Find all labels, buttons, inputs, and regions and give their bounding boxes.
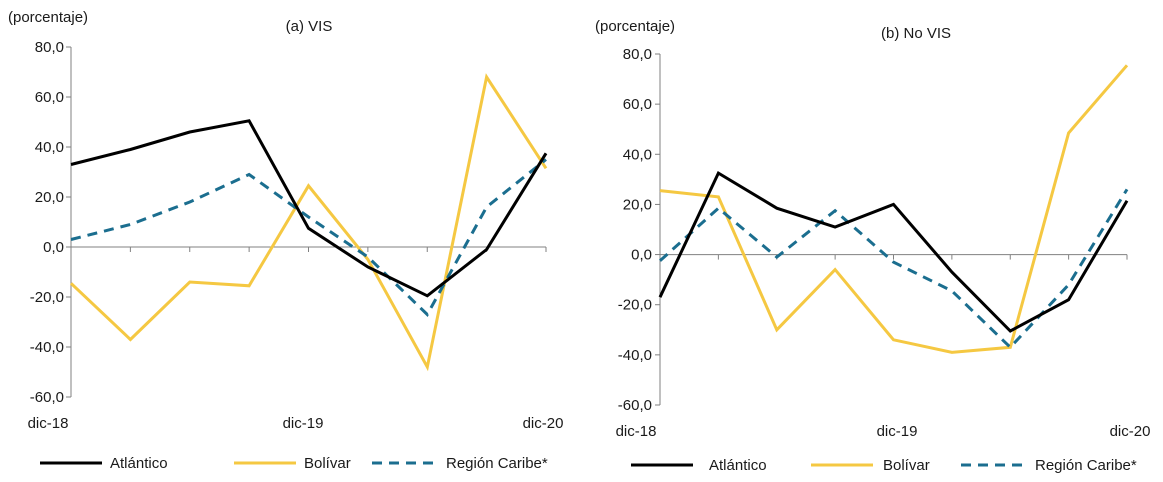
y-tick-label: 20,0 [623,196,652,213]
legend-a: Atlántico Bolívar Región Caribe* [40,455,548,472]
y-tick-label: -20,0 [30,289,64,306]
y-tick-label: 40,0 [623,146,652,163]
legend-label: Atlántico [709,457,767,474]
x-tick-label: dic-18 [616,423,657,440]
chart-title: (a) VIS [286,18,333,35]
y-tick-label: -20,0 [618,297,652,314]
legend-label: Región Caribe* [446,455,548,472]
x-tick-label: dic-18 [28,415,69,432]
y-tick-label: 80,0 [623,46,652,63]
chart-title: (b) No VIS [881,25,951,42]
y-tick-label: 40,0 [35,139,64,156]
y-tick-label: -40,0 [30,339,64,356]
x-tick-label: dic-20 [523,415,564,432]
series-line-atlantico [70,119,548,298]
y-tick-label: -60,0 [30,389,64,406]
y-tick-label: 0,0 [43,239,64,256]
y-tick-label: 60,0 [623,96,652,113]
legend-b: Atlántico Bolívar Región Caribe* [631,457,1137,474]
y-tick-label: -40,0 [618,347,652,364]
x-tick-label: dic-20 [1110,423,1151,440]
series-line-bolivar [69,73,548,372]
legend-label: Región Caribe* [1035,457,1137,474]
chart-panel-a: (porcentaje) (a) VIS 80,0 60,0 40,0 20,0 0,0 -2… [8,9,563,432]
y-tick-label: 0,0 [631,247,652,264]
chart-panel-b: (porcentaje) (b) No VIS 80,0 60,0 40,0 20,0 0,… [595,18,1150,440]
y-tick-label: 60,0 [35,89,64,106]
legend-label: Bolívar [304,455,351,472]
x-tick-label: dic-19 [283,415,324,432]
legend-label: Atlántico [110,455,168,472]
y-axis-label: (porcentaje) [595,18,675,35]
y-tick-label: 20,0 [35,189,64,206]
series-line-bolivar [659,64,1129,354]
y-tick-label: 80,0 [35,39,64,56]
series-line-region-caribe [658,188,1129,350]
legend-label: Bolívar [883,457,930,474]
series-line-region-caribe [70,158,547,317]
x-tick-label: dic-19 [877,423,918,440]
y-axis-label: (porcentaje) [8,9,88,26]
y-tick-label: -60,0 [618,397,652,414]
series-line-atlantico [658,170,1129,333]
